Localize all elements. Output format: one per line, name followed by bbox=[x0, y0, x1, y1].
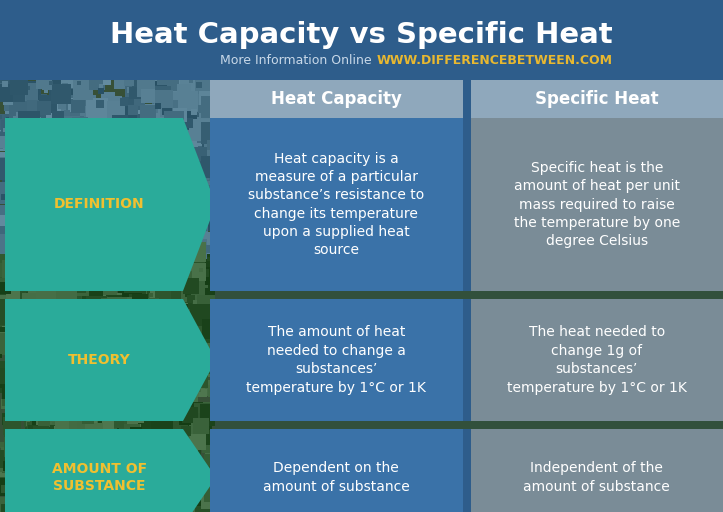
FancyBboxPatch shape bbox=[210, 80, 463, 118]
Polygon shape bbox=[5, 429, 216, 512]
Text: Heat Capacity vs Specific Heat: Heat Capacity vs Specific Heat bbox=[110, 21, 613, 49]
FancyBboxPatch shape bbox=[210, 429, 463, 512]
Text: Heat capacity is a
measure of a particular
substance’s resistance to
change its : Heat capacity is a measure of a particul… bbox=[248, 152, 424, 258]
Polygon shape bbox=[5, 118, 216, 291]
Text: Specific Heat: Specific Heat bbox=[535, 90, 659, 108]
FancyBboxPatch shape bbox=[471, 118, 723, 291]
Text: The amount of heat
needed to change a
substances’
temperature by 1°C or 1K: The amount of heat needed to change a su… bbox=[247, 326, 426, 395]
Text: Dependent on the
amount of substance: Dependent on the amount of substance bbox=[263, 461, 410, 494]
Text: WWW.DIFFERENCEBETWEEN.COM: WWW.DIFFERENCEBETWEEN.COM bbox=[377, 53, 612, 67]
Polygon shape bbox=[5, 299, 216, 421]
Text: Heat Capacity: Heat Capacity bbox=[271, 90, 402, 108]
Text: THEORY: THEORY bbox=[68, 353, 131, 367]
Text: Independent of the
amount of substance: Independent of the amount of substance bbox=[523, 461, 670, 494]
Text: AMOUNT OF
SUBSTANCE: AMOUNT OF SUBSTANCE bbox=[52, 462, 147, 493]
FancyBboxPatch shape bbox=[210, 118, 463, 291]
FancyBboxPatch shape bbox=[471, 429, 723, 512]
FancyBboxPatch shape bbox=[471, 299, 723, 421]
FancyBboxPatch shape bbox=[210, 299, 463, 421]
FancyBboxPatch shape bbox=[471, 80, 723, 118]
Text: More Information Online: More Information Online bbox=[220, 53, 372, 67]
Text: The heat needed to
change 1g of
substances’
temperature by 1°C or 1K: The heat needed to change 1g of substanc… bbox=[507, 326, 687, 395]
Text: Specific heat is the
amount of heat per unit
mass required to raise
the temperat: Specific heat is the amount of heat per … bbox=[513, 161, 680, 248]
Text: DEFINITION: DEFINITION bbox=[54, 198, 145, 211]
